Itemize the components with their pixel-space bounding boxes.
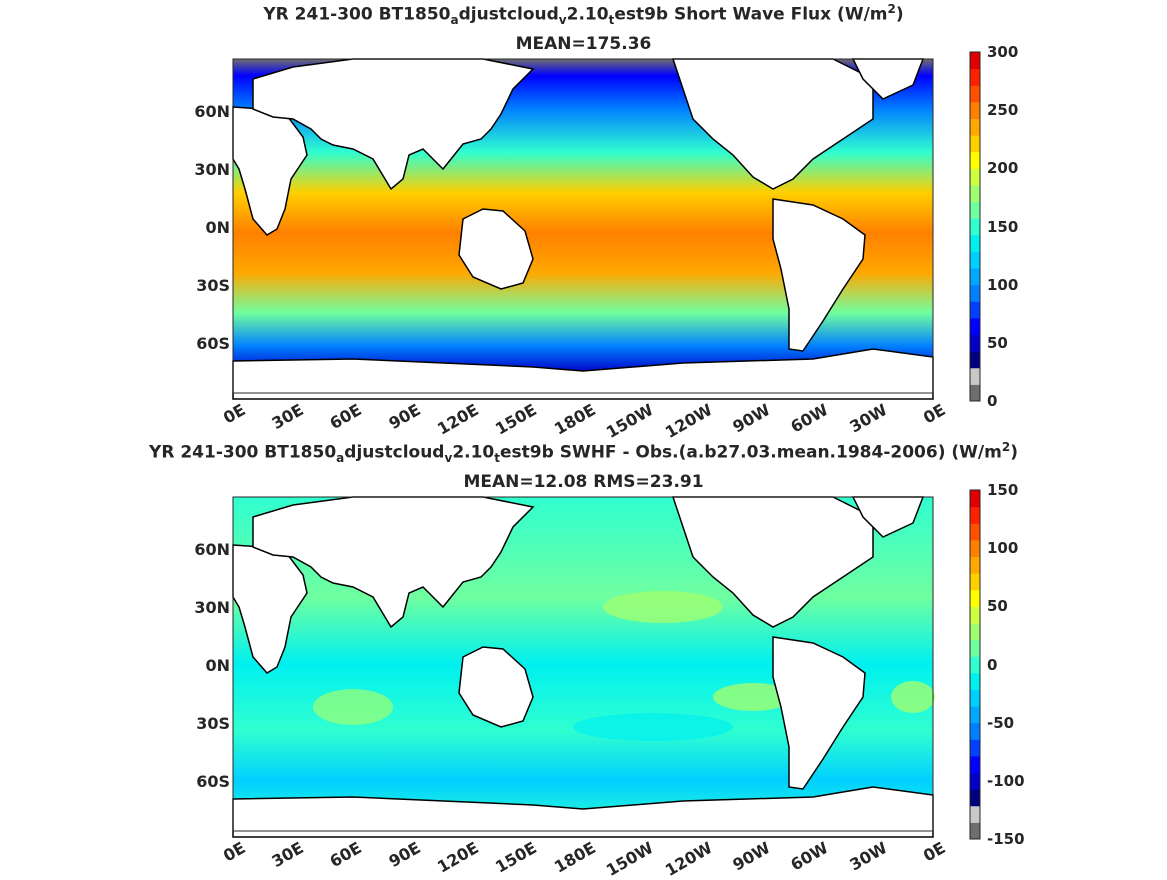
lat-label: 0N	[205, 218, 230, 237]
colorbar-swatch	[970, 52, 980, 70]
colorbar-swatch	[970, 772, 980, 790]
top-panel-subtitle: MEAN=175.36	[515, 34, 652, 54]
colorbar-swatch	[970, 218, 980, 236]
colorbar-tick-label: 0	[987, 392, 998, 410]
colorbar-swatch	[970, 384, 980, 402]
bottom-map	[232, 496, 935, 838]
bottom-panel-subtitle: MEAN=12.08 RMS=23.91	[463, 472, 704, 492]
colorbar-tick-label: 200	[987, 159, 1019, 178]
colorbar-swatch	[970, 301, 980, 319]
colorbar-swatch	[970, 168, 980, 186]
colorbar-swatch	[970, 672, 980, 690]
colorbar-swatch	[970, 234, 980, 252]
colorbar-tick-label: 100	[987, 275, 1019, 294]
colorbar-swatch	[970, 523, 980, 541]
colorbar-tick-label: 150	[987, 217, 1019, 236]
lat-label: 30S	[196, 714, 230, 733]
colorbar-swatch	[970, 589, 980, 607]
colorbar-swatch	[970, 85, 980, 103]
colorbar-swatch	[970, 490, 980, 508]
bottom-panel-title: YR 241-300 BT1850adjustcloudv2.10test9b …	[149, 440, 1018, 466]
colorbar-tick-label: -100	[987, 771, 1025, 790]
colorbar-swatch	[970, 506, 980, 524]
top-panel-title: YR 241-300 BT1850adjustcloudv2.10test9b …	[263, 2, 904, 28]
colorbar-swatch	[970, 789, 980, 807]
colorbar-tick-label: 50	[987, 597, 1008, 616]
colorbar-swatch	[970, 656, 980, 674]
colorbar-tick-label: 50	[987, 333, 1008, 352]
colorbar-frame	[969, 51, 981, 402]
colorbar-swatch	[970, 739, 980, 757]
colorbar-swatch	[970, 68, 980, 86]
colorbar-frame	[969, 489, 981, 840]
lat-label: 60S	[196, 772, 230, 791]
top-map	[232, 58, 934, 400]
colorbar-swatch	[970, 539, 980, 557]
colorbar-tick-label: 0	[987, 655, 998, 674]
colorbar-tick-label: 300	[987, 43, 1019, 61]
bottom-colorbar	[969, 489, 981, 840]
colorbar-swatch	[970, 201, 980, 219]
colorbar-swatch	[970, 622, 980, 641]
colorbar-tick-label: -150	[987, 830, 1025, 848]
colorbar-swatch	[970, 556, 980, 574]
colorbar-swatch	[970, 334, 980, 352]
colorbar-tick-label: 250	[987, 101, 1019, 120]
colorbar-swatch	[970, 151, 980, 169]
colorbar-swatch	[970, 606, 980, 624]
colorbar-tick-label: 150	[987, 481, 1019, 499]
colorbar-swatch	[970, 351, 980, 369]
colorbar-swatch	[970, 367, 980, 385]
colorbar-swatch	[970, 573, 980, 591]
colorbar-swatch	[970, 268, 980, 286]
lat-label: 60N	[194, 540, 230, 559]
lat-label: 30S	[196, 276, 230, 295]
colorbar-swatch	[970, 722, 980, 740]
lat-label: 60N	[194, 102, 230, 121]
colorbar-swatch	[970, 805, 980, 823]
top-colorbar	[969, 51, 981, 402]
colorbar-swatch	[970, 639, 980, 657]
colorbar-swatch	[970, 135, 980, 153]
colorbar-swatch	[970, 822, 980, 840]
colorbar-swatch	[970, 706, 980, 724]
colorbar-swatch	[970, 317, 980, 336]
colorbar-swatch	[970, 251, 980, 269]
lat-label: 30N	[194, 160, 230, 179]
colorbar-swatch	[970, 118, 980, 136]
colorbar-tick-label: -50	[987, 713, 1015, 732]
colorbar-swatch	[970, 101, 980, 119]
colorbar-tick-label: 100	[987, 539, 1019, 558]
lat-label: 60S	[196, 334, 230, 353]
colorbar-swatch	[970, 755, 980, 774]
colorbar-swatch	[970, 689, 980, 707]
colorbar-swatch	[970, 184, 980, 203]
colorbar-swatch	[970, 284, 980, 302]
lat-label: 30N	[194, 598, 230, 617]
lat-label: 0N	[205, 656, 230, 675]
